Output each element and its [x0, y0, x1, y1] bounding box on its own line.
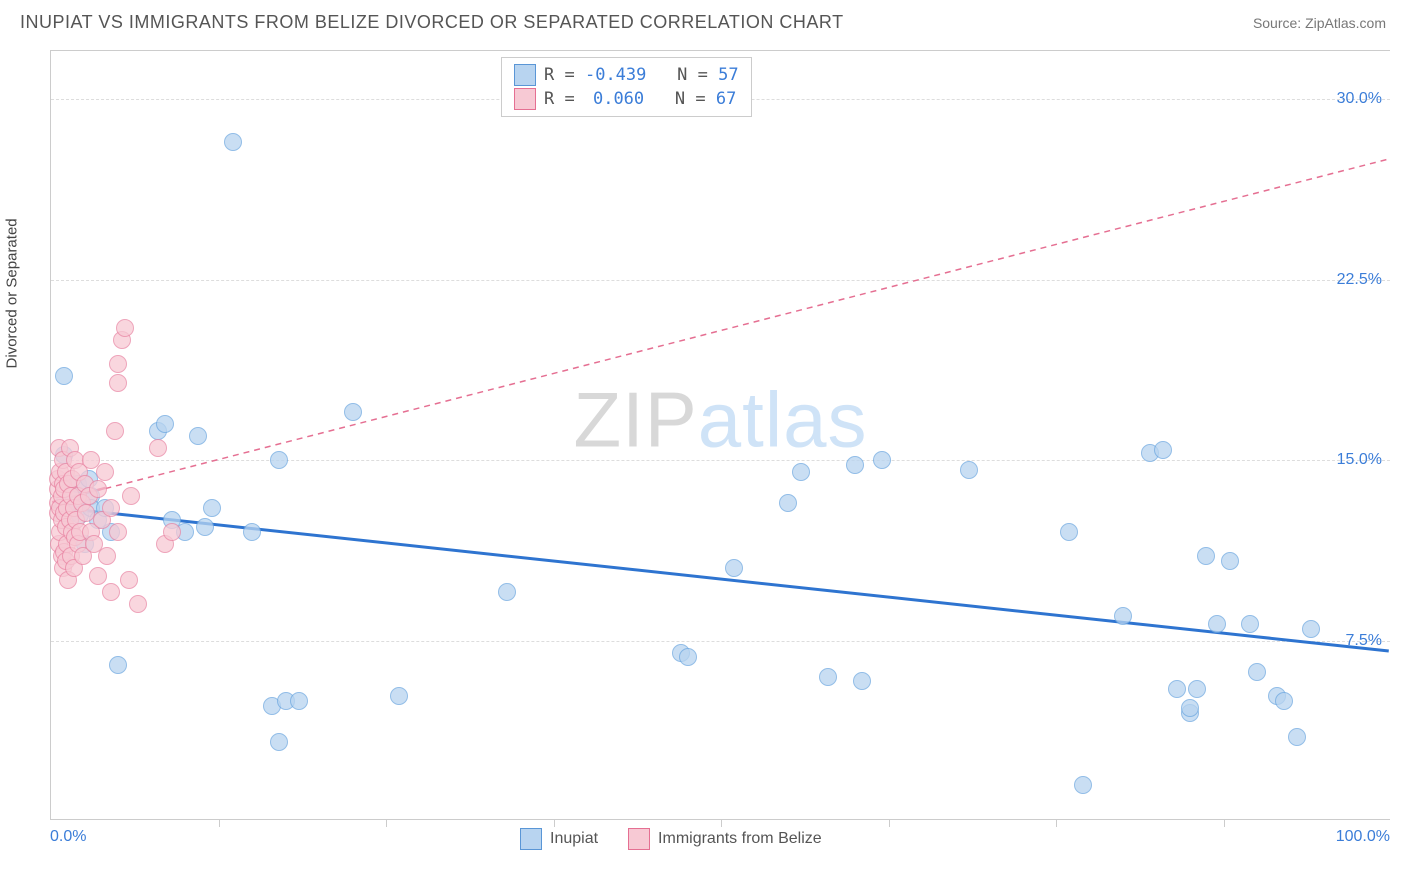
- scatter-point: [960, 461, 978, 479]
- scatter-point: [1188, 680, 1206, 698]
- y-tick-label: 22.5%: [1337, 271, 1382, 289]
- scatter-point: [224, 133, 242, 151]
- swatch-inupiat: [514, 64, 536, 86]
- x-tick: [889, 819, 890, 827]
- legend-item-inupiat: Inupiat: [520, 828, 598, 850]
- scatter-point: [1288, 728, 1306, 746]
- chart-source: Source: ZipAtlas.com: [1253, 15, 1386, 31]
- gridline: [51, 280, 1390, 281]
- x-label-max: 100.0%: [1336, 828, 1390, 846]
- x-tick: [386, 819, 387, 827]
- scatter-point: [1074, 776, 1092, 794]
- watermark: ZIPatlas: [573, 374, 867, 465]
- scatter-point: [149, 439, 167, 457]
- scatter-point: [203, 499, 221, 517]
- swatch-belize-bottom: [628, 828, 650, 850]
- scatter-point: [270, 733, 288, 751]
- scatter-point: [196, 518, 214, 536]
- scatter-point: [1275, 692, 1293, 710]
- scatter-point: [1208, 615, 1226, 633]
- scatter-point: [102, 499, 120, 517]
- scatter-point: [163, 523, 181, 541]
- scatter-point: [109, 523, 127, 541]
- scatter-point: [390, 687, 408, 705]
- scatter-point: [1114, 607, 1132, 625]
- scatter-point: [819, 668, 837, 686]
- legend-series: Inupiat Immigrants from Belize: [520, 828, 822, 850]
- scatter-point: [1302, 620, 1320, 638]
- scatter-point: [109, 656, 127, 674]
- x-tick: [219, 819, 220, 827]
- chart-header: INUPIAT VS IMMIGRANTS FROM BELIZE DIVORC…: [0, 0, 1406, 41]
- scatter-point: [98, 547, 116, 565]
- scatter-point: [853, 672, 871, 690]
- scatter-point: [1168, 680, 1186, 698]
- gridline: [51, 641, 1390, 642]
- x-tick: [1056, 819, 1057, 827]
- y-tick-label: 15.0%: [1337, 451, 1382, 469]
- scatter-point: [120, 571, 138, 589]
- chart-title: INUPIAT VS IMMIGRANTS FROM BELIZE DIVORC…: [20, 12, 844, 33]
- legend-correlation: R = -0.439 N = 57 R = 0.060 N = 67: [501, 57, 752, 117]
- scatter-point: [679, 648, 697, 666]
- scatter-point: [189, 427, 207, 445]
- y-axis-title: Divorced or Separated: [4, 218, 21, 368]
- y-tick-label: 30.0%: [1337, 90, 1382, 108]
- scatter-point: [89, 480, 107, 498]
- scatter-point: [106, 422, 124, 440]
- x-tick: [721, 819, 722, 827]
- scatter-point: [290, 692, 308, 710]
- scatter-point: [122, 487, 140, 505]
- scatter-point: [498, 583, 516, 601]
- scatter-point: [102, 583, 120, 601]
- scatter-point: [129, 595, 147, 613]
- x-label-min: 0.0%: [50, 828, 86, 846]
- scatter-point: [344, 403, 362, 421]
- x-tick: [1224, 819, 1225, 827]
- scatter-point: [1154, 441, 1172, 459]
- scatter-point: [1197, 547, 1215, 565]
- scatter-point: [779, 494, 797, 512]
- trend-line: [52, 159, 1389, 502]
- scatter-point: [55, 367, 73, 385]
- scatter-point: [1221, 552, 1239, 570]
- scatter-point: [725, 559, 743, 577]
- legend-row-belize: R = 0.060 N = 67: [514, 88, 739, 110]
- scatter-point: [1241, 615, 1259, 633]
- scatter-point: [1060, 523, 1078, 541]
- scatter-point: [1181, 699, 1199, 717]
- scatter-point: [156, 415, 174, 433]
- swatch-belize: [514, 88, 536, 110]
- x-tick: [554, 819, 555, 827]
- scatter-point: [1248, 663, 1266, 681]
- scatter-point: [792, 463, 810, 481]
- scatter-point: [243, 523, 261, 541]
- legend-item-belize: Immigrants from Belize: [628, 828, 822, 850]
- scatter-point: [89, 567, 107, 585]
- scatter-point: [109, 374, 127, 392]
- y-tick-label: 7.5%: [1346, 632, 1382, 650]
- scatter-point: [846, 456, 864, 474]
- scatter-point: [270, 451, 288, 469]
- chart-plot-area: ZIPatlas 7.5% 15.0% 22.5% 30.0% R = -0.439 …: [50, 50, 1390, 820]
- scatter-point: [96, 463, 114, 481]
- scatter-point: [109, 355, 127, 373]
- legend-row-inupiat: R = -0.439 N = 57: [514, 64, 739, 86]
- scatter-point: [873, 451, 891, 469]
- swatch-inupiat-bottom: [520, 828, 542, 850]
- gridline: [51, 460, 1390, 461]
- scatter-point: [116, 319, 134, 337]
